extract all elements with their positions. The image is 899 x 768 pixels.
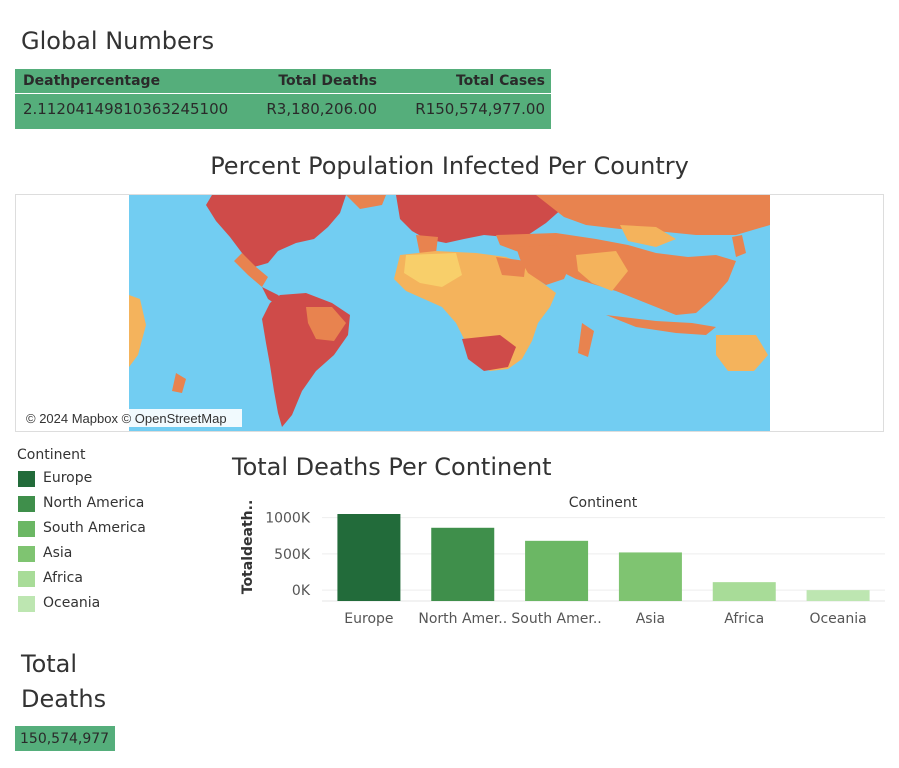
header-total-deaths: Total Deaths xyxy=(278,73,377,89)
bar-4[interactable] xyxy=(712,582,776,601)
country-new-zealand[interactable] xyxy=(172,373,186,393)
x-tick-label: Africa xyxy=(724,611,764,627)
x-tick-label: South Amer.. xyxy=(511,611,601,627)
map-attribution[interactable]: © 2024 Mapbox © OpenStreetMap xyxy=(26,411,227,426)
value-total-deaths: R3,180,206.00 xyxy=(266,100,377,118)
legend-title: Continent xyxy=(17,447,86,463)
bar-2[interactable] xyxy=(525,540,589,601)
chart-bars xyxy=(337,514,870,601)
value-deathpercentage: 2.11204149810363245100 xyxy=(23,100,229,118)
y-tick-label: 1000K xyxy=(265,511,311,527)
bar-1[interactable] xyxy=(431,527,495,601)
country-australia-edge[interactable] xyxy=(129,295,146,367)
country-mongolia[interactable] xyxy=(620,225,676,247)
country-madagascar[interactable] xyxy=(578,323,594,357)
country-north-africa[interactable] xyxy=(404,253,462,287)
map-frame[interactable]: © 2024 Mapbox © OpenStreetMap xyxy=(15,194,884,432)
country-japan[interactable] xyxy=(732,235,746,257)
chart-title: Total Deaths Per Continent xyxy=(232,453,552,481)
country-mexico[interactable] xyxy=(234,253,268,287)
x-axis-title: Continent xyxy=(569,495,638,511)
y-axis-title: Totaldeath.. xyxy=(240,500,256,595)
country-usa[interactable] xyxy=(206,195,346,267)
x-tick-label: Asia xyxy=(636,611,665,627)
legend-label: Africa xyxy=(43,570,83,586)
legend-label: South America xyxy=(43,520,146,536)
country-europe[interactable] xyxy=(396,195,564,243)
bar-5[interactable] xyxy=(806,590,870,601)
legend-label: Asia xyxy=(43,545,73,561)
country-australia[interactable] xyxy=(716,335,768,371)
country-southern-africa[interactable] xyxy=(462,335,516,371)
y-tick-label: 500K xyxy=(274,547,311,563)
total-deaths-title-line1: Total xyxy=(21,650,78,678)
legend-swatch xyxy=(18,596,35,612)
legend-label: Oceania xyxy=(43,595,101,611)
legend-label: Europe xyxy=(43,470,93,486)
legend-label: North America xyxy=(43,495,145,511)
x-tick-label: North Amer.. xyxy=(418,611,507,627)
total-deaths-value: 150,574,977 xyxy=(15,726,115,751)
bar-3[interactable] xyxy=(618,552,682,601)
world-map[interactable]: © 2024 Mapbox © OpenStreetMap xyxy=(16,195,883,431)
attribution-bg xyxy=(24,409,242,427)
header-total-cases: Total Cases xyxy=(455,73,545,89)
legend-swatch xyxy=(18,496,35,512)
country-iberia[interactable] xyxy=(416,235,438,255)
chart-grid xyxy=(322,517,885,602)
country-greenland[interactable] xyxy=(346,195,386,209)
bar-chart: 0K 500K 1000K Europe North Amer.. South Amer… xyxy=(240,495,885,627)
chart-xticks: Europe North Amer.. South Amer.. Asia Africa… xyxy=(344,611,866,627)
country-egypt[interactable] xyxy=(496,257,526,277)
legend-swatch xyxy=(18,571,35,587)
legend-swatch xyxy=(18,471,35,487)
global-numbers-table: Deathpercentage Total Deaths Total Cases… xyxy=(15,69,551,129)
header-deathpercentage: Deathpercentage xyxy=(23,73,161,89)
table-header-row: Deathpercentage Total Deaths Total Cases xyxy=(15,69,551,94)
country-brazil-north[interactable] xyxy=(306,307,346,341)
x-tick-label: Oceania xyxy=(809,611,866,627)
country-russia[interactable] xyxy=(536,195,770,235)
country-middle-east[interactable] xyxy=(516,245,572,285)
map-title: Percent Population Infected Per Country xyxy=(210,152,689,180)
country-south-asia[interactable] xyxy=(576,251,628,291)
legend-swatch xyxy=(18,546,35,562)
total-deaths-title-line2: Deaths xyxy=(21,685,107,713)
chart-yticks: 0K 500K 1000K xyxy=(265,511,311,600)
country-southeast-asia[interactable] xyxy=(606,315,716,335)
global-numbers-title: Global Numbers xyxy=(21,27,215,55)
x-tick-label: Europe xyxy=(344,611,393,627)
table-row: 2.11204149810363245100 R3,180,206.00 R15… xyxy=(15,95,551,127)
y-tick-label: 0K xyxy=(292,583,311,599)
bar-0[interactable] xyxy=(337,514,401,601)
legend-swatch xyxy=(18,521,35,537)
value-total-cases: R150,574,977.00 xyxy=(415,100,545,118)
